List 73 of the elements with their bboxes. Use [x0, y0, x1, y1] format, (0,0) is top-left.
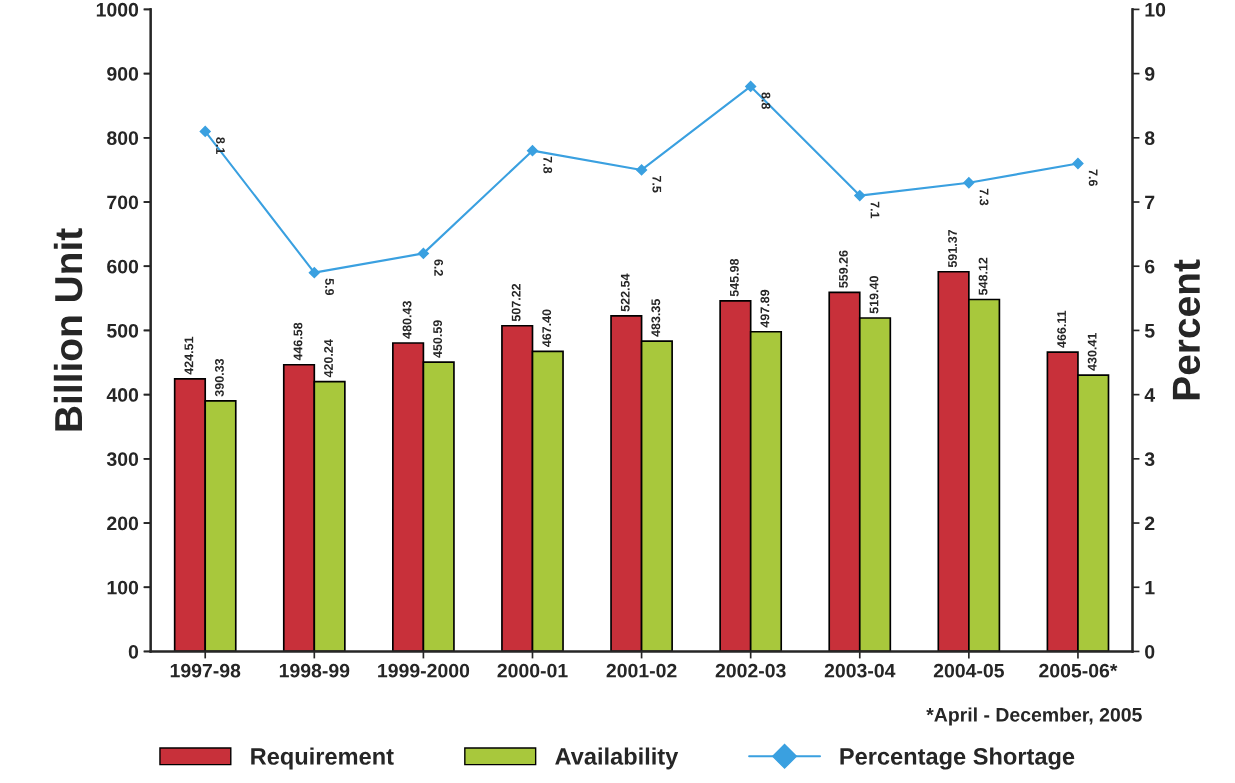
y2-tick-label: 2	[1144, 516, 1155, 531]
data-label: 507.22	[511, 283, 521, 322]
y2-tick-label: 0	[1145, 644, 1155, 659]
data-label: 430.41	[1087, 333, 1097, 371]
y-tick-label: 900	[107, 67, 139, 81]
point	[417, 247, 430, 259]
data-label: 446.58	[293, 322, 303, 361]
data-label: 483.35	[651, 299, 661, 337]
data-label: 7.3	[979, 188, 989, 206]
data-label: 545.98	[729, 258, 739, 297]
data-label: 548.12	[978, 257, 988, 295]
y-tick-label: 0	[128, 644, 139, 659]
x-tick-label: 2003-04	[824, 663, 896, 678]
x-tick-label: 2004-05	[933, 663, 1004, 678]
y-tick-label: 600	[107, 259, 139, 274]
y-tick-label: 200	[107, 516, 139, 531]
y2-tick-label: 10	[1145, 2, 1166, 17]
y-tick-label: 700	[107, 195, 139, 210]
y2-axis-title: Percent	[1172, 259, 1201, 400]
x-tick-label: 1998-99	[279, 663, 350, 678]
data-label: 519.40	[869, 276, 879, 314]
point	[963, 177, 975, 189]
data-label: 467.40	[542, 309, 552, 347]
data-label: 559.26	[839, 250, 848, 288]
x-tick-label: 1997-98	[170, 663, 241, 678]
x-tick-label: 2001-02	[606, 663, 677, 678]
y2-tick-label: 7	[1145, 195, 1155, 210]
y-tick-label: 300	[106, 452, 139, 467]
data-label: 450.59	[433, 320, 443, 358]
data-label: 497.89	[760, 289, 770, 328]
point	[635, 164, 648, 176]
data-label: 7.6	[1088, 169, 1098, 186]
data-label: 7.5	[652, 176, 662, 193]
y-tick-label: 400	[106, 388, 139, 402]
y2-tick-label: 8	[1144, 131, 1155, 146]
data-label: 591.37	[948, 229, 957, 268]
point	[745, 80, 757, 93]
legend-label: Percentage Shortage	[840, 747, 1075, 770]
point	[854, 189, 866, 202]
legend-label: Requirement	[251, 747, 394, 770]
x-tick-label: 2002-03	[715, 663, 786, 678]
y2-tick-label: 1	[1145, 580, 1155, 595]
data-label: 466.11	[1057, 310, 1067, 348]
y-tick-label: 100	[107, 580, 139, 595]
y2-tick-label: 5	[1144, 324, 1155, 338]
y2-tick-label: 3	[1144, 452, 1155, 467]
y-tick-label: 500	[107, 323, 139, 338]
point	[1072, 157, 1084, 170]
y2-tick-label: 4	[1144, 388, 1156, 402]
data-label: 522.54	[620, 273, 630, 312]
point	[308, 267, 320, 279]
legend-label: Availability	[555, 747, 679, 770]
y2-tick-label: 9	[1144, 67, 1155, 81]
y-axis-title: Billion Unit	[53, 228, 83, 431]
point	[199, 125, 211, 137]
x-tick-label: 2000-01	[497, 663, 568, 678]
data-label: 480.43	[402, 301, 412, 339]
x-tick-label: 2005-06*	[1039, 663, 1118, 678]
data-label: 8.8	[761, 92, 771, 109]
data-label: 6.2	[434, 259, 444, 276]
y-tick-label: 800	[107, 131, 139, 146]
y-tick-label: 1000	[96, 2, 139, 17]
x-tick-label: 1999-2000	[378, 663, 470, 678]
data-label: 7.8	[543, 156, 553, 174]
data-label: 7.1	[870, 201, 880, 219]
data-label: 420.24	[324, 339, 333, 378]
point	[526, 145, 539, 157]
y2-tick-label: 6	[1145, 259, 1155, 274]
data-label: 390.33	[214, 358, 224, 397]
data-label: 5.9	[325, 278, 334, 296]
data-label: 424.51	[184, 336, 194, 375]
text: *April - December, 2005	[926, 707, 1142, 726]
data-label: 8.1	[216, 137, 225, 154]
